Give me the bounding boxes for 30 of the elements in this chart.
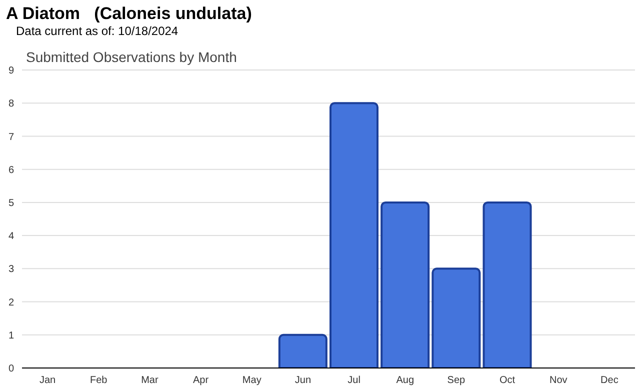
y-tick-label: 3	[8, 264, 14, 276]
x-tick-label: Oct	[500, 375, 516, 386]
y-tick-label: 4	[8, 231, 14, 242]
x-tick-label: May	[242, 375, 262, 386]
chart-subtitle: Data current as of: 10/18/2024	[16, 24, 178, 38]
bar	[380, 201, 430, 368]
x-tick-label: Nov	[549, 375, 568, 386]
x-tick-label: Jan	[39, 375, 56, 386]
y-tick-label: 8	[8, 98, 14, 110]
x-tick-label: Mar	[141, 375, 159, 386]
y-tick-label: 7	[8, 132, 14, 143]
x-tick-label: Aug	[396, 375, 414, 386]
x-tick-label: Feb	[90, 375, 108, 386]
y-tick-label: 2	[8, 297, 14, 308]
bar	[278, 334, 328, 368]
x-tick-label: Dec	[600, 375, 618, 386]
y-tick-label: 9	[8, 66, 14, 77]
y-tick-label: 5	[8, 198, 14, 209]
y-tick-label: 6	[8, 164, 14, 176]
chart-title: A Diatom (Caloneis undulata)	[6, 4, 252, 24]
bar	[330, 102, 378, 368]
text: Submitted Observations by Month	[26, 49, 237, 65]
x-tick-label: Sep	[447, 375, 466, 386]
x-tick-label: Jun	[294, 375, 312, 386]
bar	[432, 268, 481, 368]
x-tick-label: Apr	[193, 375, 210, 386]
bar	[482, 201, 532, 368]
y-tick-label: 1	[8, 330, 14, 342]
y-tick-label: 0	[8, 364, 14, 375]
x-tick-label: Jul	[348, 375, 360, 386]
